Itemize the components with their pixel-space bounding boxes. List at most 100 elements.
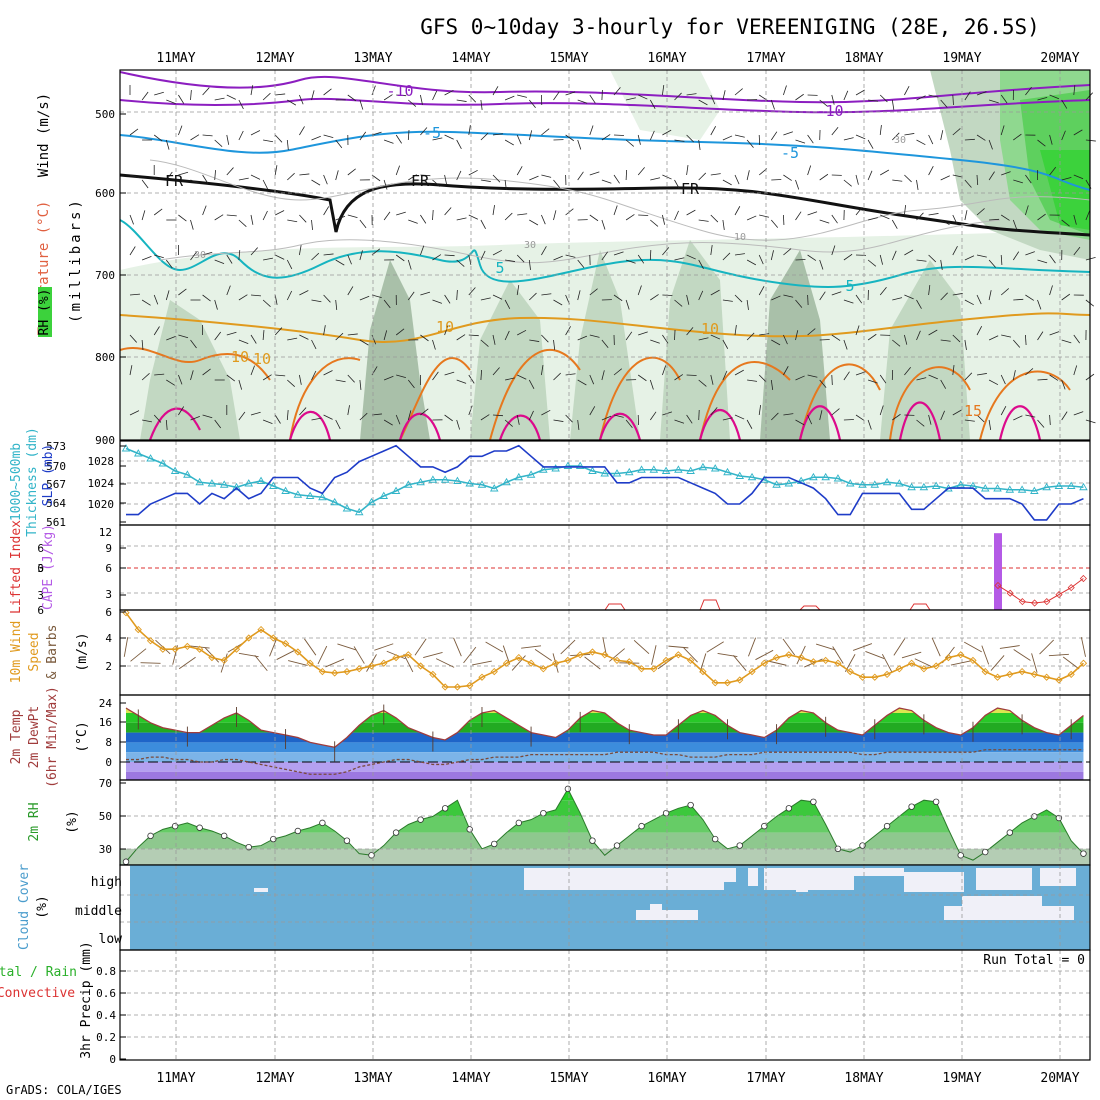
upper-wind-barb: [625, 169, 628, 181]
upper-wind-barb: [286, 139, 289, 150]
contour-label: 10: [231, 348, 249, 366]
surface-wind-barb: [269, 637, 278, 657]
upper-wind-barb: [940, 175, 950, 181]
upper-wind-barb: [625, 299, 630, 310]
upper-wind-barb: [178, 171, 189, 176]
upper-wind-barb: [371, 294, 382, 298]
upper-wind-barb: [504, 419, 513, 427]
thickness-point: [1042, 482, 1051, 491]
wind-speed-point: [232, 645, 241, 653]
upper-wind-barb: [383, 179, 388, 190]
surface-wind-barb: [981, 645, 990, 665]
upper-wind-barb: [202, 294, 211, 302]
upper-wind-barb: [710, 407, 718, 416]
upper-wind-barb: [553, 299, 563, 306]
upper-wind-barb: [565, 91, 576, 96]
upper-wind-barb: [843, 371, 850, 381]
wind-speed-point: [748, 667, 756, 676]
upper-wind-barb: [238, 339, 249, 344]
upper-wind-barb: [904, 85, 910, 96]
thickness-point: [453, 476, 462, 484]
rh-region-moist: [660, 240, 730, 440]
thickness-point: [612, 469, 622, 477]
upper-wind-barb: [940, 339, 951, 342]
upper-wind-barb: [371, 413, 382, 416]
upper-wind-barb: [964, 339, 967, 350]
wind-speed-point: [687, 656, 695, 665]
upper-wind-barb: [274, 327, 283, 336]
upper-wind-barb: [710, 289, 720, 296]
upper-wind-barb: [1000, 405, 1007, 416]
upper-wind-barb: [928, 254, 937, 263]
upper-wind-barb: [528, 259, 531, 270]
upper-wind-barb: [674, 92, 682, 101]
upper-wind-barb: [613, 174, 620, 184]
wind-speed-point: [404, 651, 412, 659]
upper-wind-barb: [456, 170, 462, 181]
surface-wind-barb: [288, 660, 308, 666]
upper-wind-barb: [504, 330, 510, 341]
upper-wind-barb: [214, 214, 224, 221]
thickness-point: [1054, 481, 1064, 489]
upper-wind-barb: [432, 179, 441, 187]
upper-wind-barb: [964, 179, 972, 188]
upper-wind-barb: [722, 135, 733, 141]
upper-wind-barb: [989, 218, 1000, 221]
cloud-level-label: low: [99, 932, 123, 947]
upper-wind-barb: [807, 134, 814, 144]
upper-wind-barb: [722, 179, 732, 186]
upper-wind-barb: [432, 90, 438, 101]
upper-wind-barb: [178, 374, 183, 385]
upper-wind-barb: [541, 334, 549, 343]
upper-wind-barb: [468, 374, 475, 384]
surface-wind-barb: [374, 643, 394, 651]
upper-wind-barb: [335, 215, 346, 221]
upper-wind-barb: [1073, 129, 1083, 136]
upper-wind-barb: [770, 250, 774, 261]
cloud-clear-high: [904, 872, 964, 892]
upper-wind-barb: [662, 365, 667, 376]
upper-wind-barb: [505, 377, 515, 381]
upper-wind-barb: [1000, 94, 1008, 104]
upper-wind-barb: [879, 405, 884, 416]
upper-wind-barb: [250, 365, 255, 376]
wind-speed-point: [1018, 667, 1026, 676]
wind-speed-point: [944, 653, 953, 662]
upper-wind-barb: [771, 179, 782, 181]
upper-wind-barb: [262, 179, 268, 190]
temperature-band: [126, 771, 1084, 780]
wind-speed-point: [588, 648, 597, 656]
upper-wind-barb: [408, 219, 418, 224]
thickness-point: [674, 465, 683, 473]
upper-wind-barb: [928, 213, 939, 216]
wind-ylabel: Wind (m/s): [36, 93, 52, 177]
upper-wind-barb: [516, 166, 523, 176]
rh-tick: 30: [99, 843, 112, 856]
thickness-point: [649, 465, 659, 473]
wind10m-ylabel-1: 10m Wind: [9, 621, 24, 684]
upper-wind-barb: [601, 339, 609, 349]
upper-wind-barb: [407, 410, 412, 421]
upper-wind-barb: [444, 294, 451, 304]
upper-wind-barb: [928, 329, 938, 336]
upper-wind-barb: [396, 94, 407, 97]
surface-wind-barb: [668, 645, 689, 649]
upper-wind-barb: [855, 325, 860, 336]
rh2m-point: [662, 809, 670, 817]
upper-wind-barb: [311, 135, 321, 141]
pressure-tick: 800: [95, 351, 115, 364]
rh2m-point: [368, 852, 375, 859]
upper-wind-barb: [541, 174, 552, 178]
upper-wind-barb: [166, 379, 175, 386]
rh-band: [126, 800, 1084, 817]
surface-wind-barb: [931, 637, 941, 657]
upper-wind-barb: [129, 128, 139, 136]
upper-wind-barb: [758, 374, 767, 383]
surface-wind-barb: [706, 641, 724, 653]
surface-wind-barb: [782, 638, 796, 656]
surface-wind-barb: [1062, 656, 1080, 670]
wind10m-ylabel-4: (m/s): [75, 632, 90, 671]
upper-wind-barb: [686, 254, 696, 260]
upper-wind-barb: [165, 290, 170, 301]
upper-wind-barb: [577, 171, 584, 181]
